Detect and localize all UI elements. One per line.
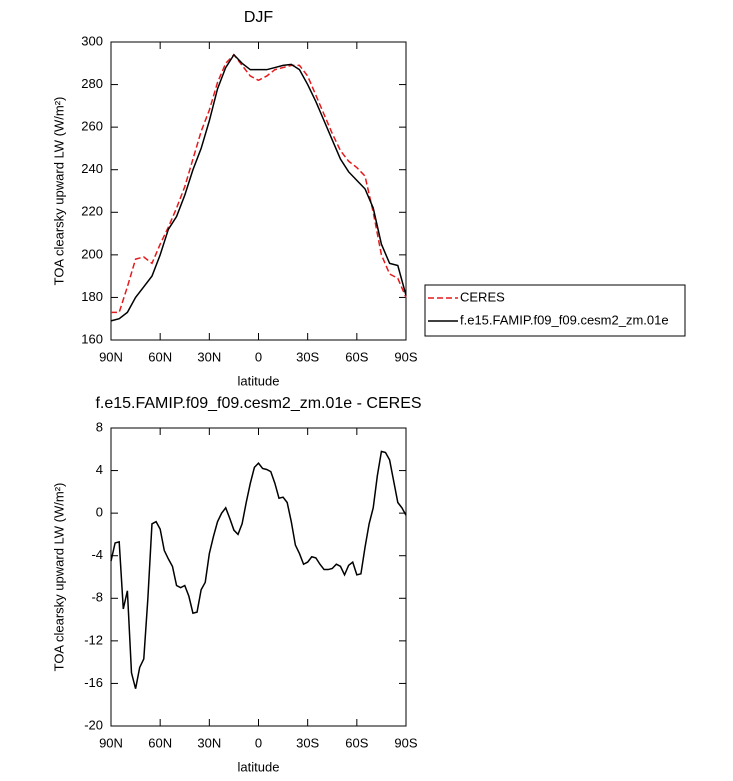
x-tick-label: 30S bbox=[296, 735, 319, 750]
x-tick-label: 60N bbox=[148, 349, 172, 364]
data-line bbox=[110, 450, 407, 689]
y-tick-label: 260 bbox=[81, 119, 103, 134]
y-axis-label: TOA clearsky upward LW (W/m²) bbox=[51, 483, 66, 672]
y-tick-label: -12 bbox=[84, 632, 103, 647]
y-tick-label: -16 bbox=[84, 675, 103, 690]
x-tick-label: 0 bbox=[255, 735, 262, 750]
y-tick-label: -8 bbox=[91, 590, 103, 605]
plot-frame bbox=[110, 41, 407, 341]
x-axis-label: latitude bbox=[238, 759, 280, 774]
y-tick-label: 280 bbox=[81, 76, 103, 91]
x-tick-label: 90S bbox=[394, 735, 417, 750]
x-tick-label: 30N bbox=[197, 735, 221, 750]
y-tick-label: 160 bbox=[81, 331, 103, 346]
legend-box bbox=[424, 284, 686, 337]
x-tick-label: 0 bbox=[255, 349, 262, 364]
x-tick-label: 90S bbox=[394, 349, 417, 364]
x-tick-label: 60N bbox=[148, 735, 172, 750]
y-tick-label: 0 bbox=[96, 505, 103, 520]
legend-label: CERES bbox=[460, 289, 505, 304]
data-line bbox=[110, 53, 407, 322]
x-tick-label: 90N bbox=[99, 735, 123, 750]
chart-title: f.e15.FAMIP.f09_f09.cesm2_zm.01e - CERES bbox=[95, 395, 421, 412]
y-tick-label: 220 bbox=[81, 204, 103, 219]
y-axis-label: TOA clearsky upward LW (W/m²) bbox=[51, 97, 66, 286]
y-tick-label: 180 bbox=[81, 289, 103, 304]
x-axis-label: latitude bbox=[238, 373, 280, 388]
chart-title: DJF bbox=[244, 9, 274, 26]
legend-label: f.e15.FAMIP.f09_f09.cesm2_zm.01e bbox=[460, 312, 669, 327]
x-tick-label: 60S bbox=[345, 349, 368, 364]
y-tick-label: -4 bbox=[91, 547, 103, 562]
y-tick-label: 240 bbox=[81, 161, 103, 176]
data-line bbox=[111, 53, 407, 314]
y-tick-label: 200 bbox=[81, 246, 103, 261]
y-tick-label: 4 bbox=[96, 462, 103, 477]
x-tick-label: 30N bbox=[197, 349, 221, 364]
x-tick-label: 30S bbox=[296, 349, 319, 364]
y-tick-label: -20 bbox=[84, 717, 103, 732]
plot-frame bbox=[110, 427, 407, 727]
x-tick-label: 90N bbox=[99, 349, 123, 364]
y-tick-label: 300 bbox=[81, 33, 103, 48]
x-tick-label: 60S bbox=[345, 735, 368, 750]
y-tick-label: 8 bbox=[96, 419, 103, 434]
